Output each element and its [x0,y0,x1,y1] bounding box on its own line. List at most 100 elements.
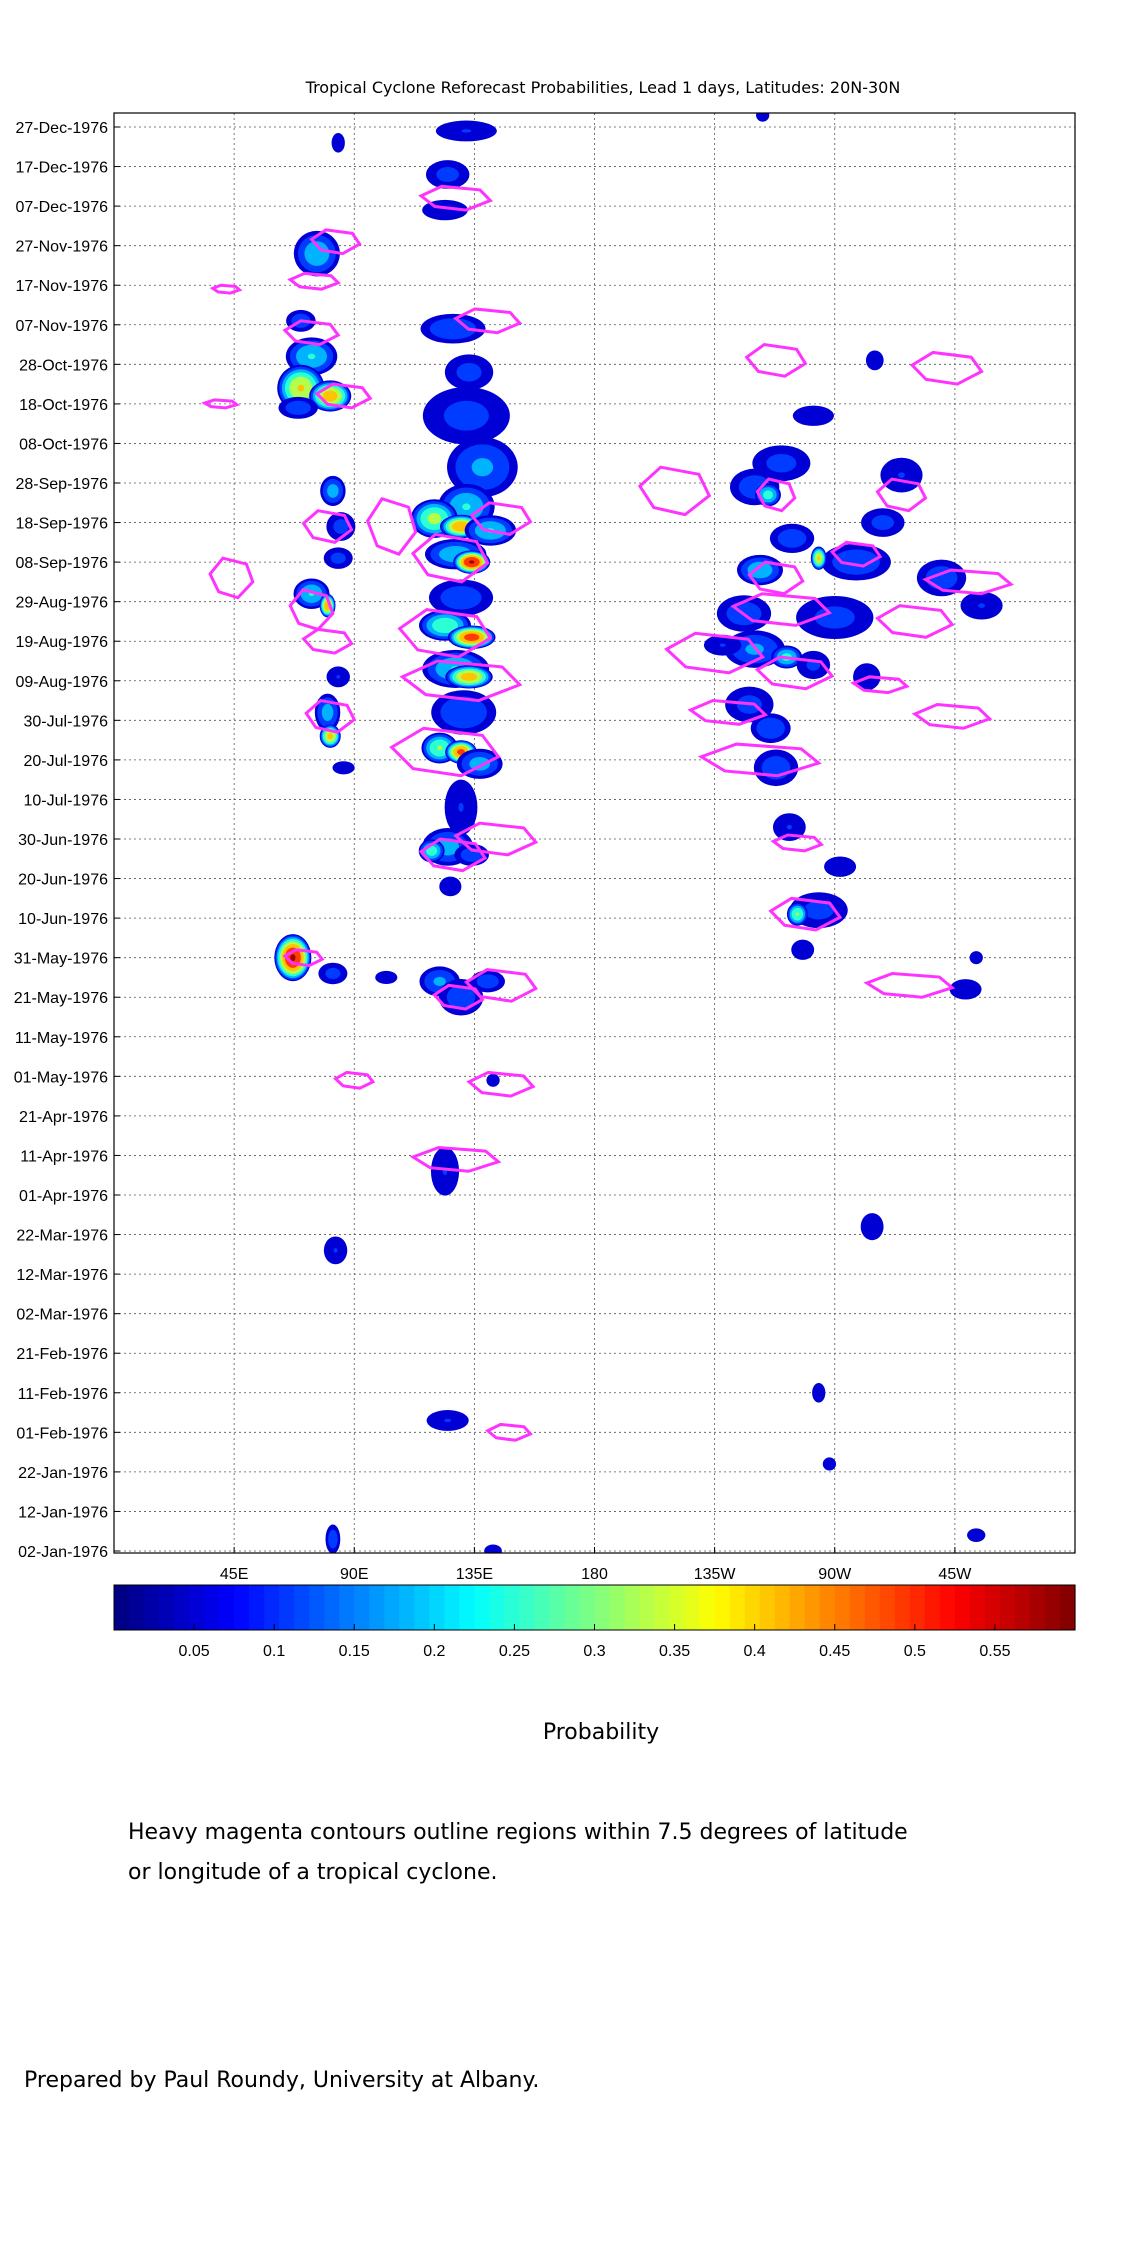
colorbar-cell [969,1585,986,1630]
y-tick-label: 22-Mar-1976 [16,1228,108,1245]
probability-blob [320,475,346,506]
x-tick-label: 45W [938,1566,972,1583]
y-tick-label: 30-Jun-1976 [18,832,108,849]
probability-blob [796,595,874,639]
colorbar-cell [129,1585,145,1630]
colorbar-cell [234,1585,250,1630]
colorbar-cell [279,1585,295,1630]
y-tick-label: 31-May-1976 [14,951,108,968]
tc-contour [409,1146,502,1173]
tc-contour [875,477,928,513]
probability-blob [861,508,905,537]
y-tick-label: 08-Sep-1976 [15,555,108,572]
colorbar-cell [444,1585,460,1630]
colorbar-cell [189,1585,205,1630]
colorbar-cell [924,1585,941,1630]
y-tick-label: 28-Sep-1976 [15,476,108,493]
tc-contour [399,659,523,703]
tc-contour [365,497,418,557]
probability-blob [323,547,353,569]
tc-contour [452,307,523,335]
tc-contour [301,509,354,544]
tc-contour [466,1070,536,1098]
tc-contour [309,228,362,256]
probability-blob [969,951,983,965]
probability-blob [796,650,831,680]
colorbar-cell [909,1585,926,1630]
tc-contour [922,568,1014,596]
colorbar-cell [564,1585,581,1630]
y-tick-label: 07-Dec-1976 [16,199,109,216]
x-tick-label: 180 [581,1566,608,1583]
y-tick-label: 19-Aug-1976 [15,634,108,651]
probability-blob [486,1073,500,1087]
probability-blob [786,902,808,926]
probability-blob [428,579,494,616]
tc-contour [314,382,373,410]
y-tick-label: 09-Aug-1976 [15,674,108,691]
colorbar-cell [594,1585,611,1630]
colorbar-cell [489,1585,506,1630]
y-tick-label: 10-Jun-1976 [18,911,108,928]
y-tick-label: 18-Sep-1976 [15,516,108,533]
probability-blob [960,591,1003,620]
colorbar-label: Probability [542,1720,660,1745]
y-tick-label: 21-Apr-1976 [19,1109,108,1126]
y-tick-label: 27-Dec-1976 [16,120,109,137]
probability-blob [331,132,345,153]
y-tick-label: 08-Oct-1976 [19,436,108,453]
tc-contour [282,319,341,347]
colorbar-cell [729,1585,746,1630]
y-tick-label: 12-Jan-1976 [18,1504,108,1521]
colorbar-tick-label: 0.5 [904,1643,926,1660]
probability-blob [375,970,398,985]
probability-blob [860,1213,884,1241]
y-tick-label: 17-Nov-1976 [16,278,109,295]
tc-contour [301,627,354,655]
probability-blob [821,543,891,581]
colorbar-cell [519,1585,536,1630]
colorbar-cell [264,1585,280,1630]
colorbar-cell [504,1585,521,1630]
probability-blob [326,666,350,688]
y-tick-label: 27-Nov-1976 [16,239,109,256]
colorbar-cell [339,1585,355,1630]
y-tick-label: 20-Jun-1976 [18,872,108,889]
tc-contour [850,675,910,695]
colorbar-cell [624,1585,641,1630]
plot-area [114,113,1075,1553]
x-tick-label: 45E [220,1566,248,1583]
y-tick-label: 30-Jul-1976 [24,713,109,730]
probability-blob [444,354,494,391]
tc-contour [747,560,805,596]
colorbar-cell [1029,1585,1046,1630]
tc-contour [432,983,485,1011]
colorbar-cell [204,1585,220,1630]
colorbar-cell [369,1585,385,1630]
colorbar-cell [1059,1585,1076,1630]
probability-blob [484,1544,502,1553]
probability-blob [435,120,497,142]
probability-blob [323,1236,348,1265]
y-tick-label: 01-Apr-1976 [19,1188,108,1205]
probability-blob [453,550,491,574]
colorbar-cell [429,1585,445,1630]
tc-contour [770,833,825,853]
probability-blob [865,350,884,371]
tc-contour [304,698,357,734]
colorbar-cell [324,1585,340,1630]
tc-contour [453,821,539,857]
y-tick-label: 01-May-1976 [14,1069,108,1086]
tc-contours [201,184,1014,1442]
tc-contour [209,283,243,295]
colorbar-cell [249,1585,265,1630]
tc-contour [909,350,984,386]
y-tick-label: 22-Jan-1976 [18,1465,108,1482]
colorbar-tick-label: 0.15 [339,1643,370,1660]
x-tick-label: 135E [456,1566,493,1583]
tc-contour [744,342,808,378]
probability-blob [756,113,770,122]
probability-blob [325,1524,341,1553]
tc-contour [754,655,835,691]
